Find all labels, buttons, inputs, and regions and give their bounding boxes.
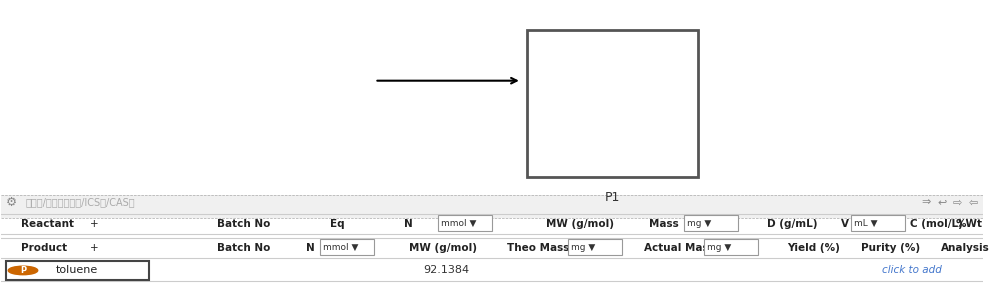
Bar (704, 239, 758, 255)
Text: mL ▼: mL ▼ (854, 219, 877, 228)
Bar (1, 195, 983, 218)
Text: Analysis: Analysis (941, 243, 990, 253)
Text: Product: Product (21, 243, 67, 253)
Text: ↩: ↩ (937, 197, 947, 207)
Bar (684, 215, 738, 231)
Text: %Wt: %Wt (956, 219, 983, 229)
Bar (6, 261, 149, 280)
Text: MW (g/mol): MW (g/mol) (546, 219, 614, 229)
Text: Actual Mass: Actual Mass (644, 243, 715, 253)
Text: ⇦: ⇦ (969, 197, 978, 207)
Circle shape (8, 266, 38, 275)
Text: Reactant: Reactant (21, 219, 74, 229)
Text: MW (g/mol): MW (g/mol) (409, 243, 477, 253)
Bar (320, 239, 374, 255)
Text: Eq: Eq (330, 219, 345, 229)
Text: mg ▼: mg ▼ (571, 243, 595, 252)
Bar (438, 215, 492, 231)
Bar (568, 239, 622, 255)
Text: mmol ▼: mmol ▼ (441, 219, 477, 228)
Text: Batch No: Batch No (217, 243, 271, 253)
Text: 92.1384: 92.1384 (424, 265, 470, 275)
Text: Yield (%): Yield (%) (787, 243, 840, 253)
Text: 药文名/快捷标签进出/ICS号/CAS号: 药文名/快捷标签进出/ICS号/CAS号 (26, 197, 136, 207)
Text: toluene: toluene (55, 265, 98, 275)
Text: ⚙: ⚙ (6, 196, 18, 209)
Text: +: + (90, 219, 98, 229)
Text: Mass: Mass (649, 219, 679, 229)
Text: mg ▼: mg ▼ (687, 219, 711, 228)
Text: Purity (%): Purity (%) (861, 243, 921, 253)
Bar (527, 30, 698, 177)
Bar (851, 215, 905, 231)
Text: click to add: click to add (882, 265, 942, 275)
Text: N: N (404, 219, 413, 229)
Text: mmol ▼: mmol ▼ (323, 243, 359, 252)
Text: ⇨: ⇨ (953, 197, 962, 207)
Text: mg ▼: mg ▼ (707, 243, 732, 252)
Text: +: + (90, 243, 98, 253)
Text: P1: P1 (604, 191, 620, 204)
Text: Theo Mass: Theo Mass (507, 243, 569, 253)
Text: N: N (306, 243, 314, 253)
Text: Batch No: Batch No (217, 219, 271, 229)
Text: D (g/mL): D (g/mL) (767, 219, 818, 229)
Text: C (mol/L): C (mol/L) (910, 219, 962, 229)
Text: V: V (841, 219, 849, 229)
Text: ⇒: ⇒ (922, 197, 931, 207)
Text: P: P (20, 266, 26, 275)
